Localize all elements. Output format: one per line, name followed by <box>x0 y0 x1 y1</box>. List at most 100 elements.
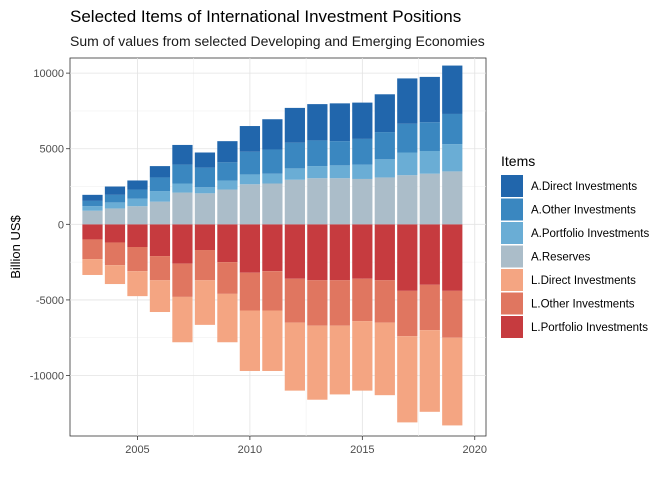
bar-l-other-investments-2016 <box>374 280 395 323</box>
bar-l-direct-investments-2016 <box>374 322 395 396</box>
bar-a-other-investments-2011 <box>262 149 283 174</box>
bar-l-direct-investments-2006 <box>149 280 171 313</box>
bar-a-direct-investments-2004 <box>104 186 126 195</box>
bar-a-portfolio-investments-2007 <box>172 183 193 193</box>
bar-l-portfolio-investments-2007 <box>172 224 193 264</box>
bar-l-direct-investments-2012 <box>284 322 305 391</box>
y-axis-title: Billion US$ <box>8 214 23 278</box>
bar-l-direct-investments-2015 <box>352 321 373 391</box>
bar-l-direct-investments-2018 <box>419 330 440 412</box>
plot-panel <box>69 57 487 437</box>
bar-l-other-investments-2007 <box>172 263 193 297</box>
bar-a-other-investments-2019 <box>442 113 463 145</box>
bar-a-portfolio-investments-2014 <box>329 165 350 179</box>
legend-swatch <box>501 198 523 221</box>
bar-a-portfolio-investments-2019 <box>442 144 463 172</box>
bar-a-portfolio-investments-2011 <box>262 173 283 184</box>
y-tick-label: -5000 <box>36 295 64 307</box>
bar-l-other-investments-2005 <box>127 247 148 272</box>
bar-a-portfolio-investments-2009 <box>217 180 238 190</box>
bar-l-other-investments-2012 <box>284 278 305 323</box>
bar-a-reserves-2015 <box>352 178 373 225</box>
bar-a-other-investments-2008 <box>194 167 216 188</box>
bar-l-portfolio-investments-2003 <box>82 224 103 240</box>
bar-a-direct-investments-2012 <box>284 107 305 143</box>
bar-l-direct-investments-2003 <box>82 259 103 275</box>
bar-a-direct-investments-2003 <box>82 194 103 201</box>
legend-label: A.Portfolio Investments <box>531 228 649 240</box>
bar-l-portfolio-investments-2010 <box>239 224 261 273</box>
bar-a-reserves-2016 <box>374 177 395 225</box>
bar-l-portfolio-investments-2011 <box>262 224 283 272</box>
bar-a-other-investments-2003 <box>82 200 103 207</box>
bar-a-reserves-2012 <box>284 179 305 225</box>
bar-a-other-investments-2007 <box>172 164 193 184</box>
bar-l-portfolio-investments-2008 <box>194 224 216 251</box>
bar-l-direct-investments-2010 <box>239 310 261 371</box>
bar-a-reserves-2013 <box>307 178 328 225</box>
legend-label: L.Other Investments <box>531 299 635 311</box>
x-axis-ticks: 2005 2010 2015 2020 <box>125 436 487 456</box>
bar-l-direct-investments-2009 <box>217 293 238 343</box>
bar-a-other-investments-2010 <box>239 151 261 175</box>
bar-l-portfolio-investments-2012 <box>284 224 305 279</box>
bar-a-reserves-2008 <box>194 193 216 225</box>
bar-l-other-investments-2010 <box>239 272 261 311</box>
bar-l-direct-investments-2007 <box>172 296 193 343</box>
bar-a-direct-investments-2008 <box>194 152 216 168</box>
x-tick-label: 2005 <box>125 444 149 456</box>
bar-l-direct-investments-2008 <box>194 280 216 325</box>
bar-l-portfolio-investments-2005 <box>127 224 148 247</box>
bar-a-reserves-2014 <box>329 178 350 225</box>
bar-l-other-investments-2017 <box>397 290 418 337</box>
bar-l-portfolio-investments-2015 <box>352 224 373 279</box>
legend-swatch <box>501 292 523 315</box>
bar-l-portfolio-investments-2013 <box>307 224 328 281</box>
bar-a-other-investments-2012 <box>284 142 305 169</box>
bar-l-direct-investments-2017 <box>397 336 418 423</box>
bar-a-portfolio-investments-2003 <box>82 206 103 211</box>
y-axis-ticks: -10000 -5000 0 5000 10000 <box>30 68 70 383</box>
bar-a-reserves-2019 <box>442 171 463 225</box>
bar-a-portfolio-investments-2004 <box>104 202 126 209</box>
bar-l-other-investments-2018 <box>419 284 440 331</box>
bar-a-other-investments-2004 <box>104 194 126 203</box>
bar-a-direct-investments-2016 <box>374 94 395 133</box>
bar-l-direct-investments-2011 <box>262 310 283 371</box>
legend-swatch <box>501 222 523 244</box>
bar-a-reserves-2005 <box>127 206 148 225</box>
bar-a-direct-investments-2015 <box>352 102 373 139</box>
bar-a-other-investments-2015 <box>352 138 373 165</box>
x-tick-label: 2020 <box>463 444 487 456</box>
bars <box>82 65 463 426</box>
chart-subtitle: Sum of values from selected Developing a… <box>70 33 485 49</box>
legend-swatch <box>501 269 523 291</box>
bar-l-portfolio-investments-2018 <box>419 224 440 285</box>
bar-a-direct-investments-2013 <box>307 104 328 141</box>
legend: A.Direct Investments A.Other Investments A… <box>501 175 649 338</box>
bar-l-portfolio-investments-2009 <box>217 224 238 263</box>
bar-a-portfolio-investments-2008 <box>194 187 216 194</box>
legend-label: L.Portfolio Investments <box>531 322 648 334</box>
bar-a-other-investments-2013 <box>307 140 328 167</box>
bar-a-portfolio-investments-2012 <box>284 168 305 180</box>
bar-a-direct-investments-2010 <box>239 126 261 152</box>
bar-l-other-investments-2013 <box>307 280 328 326</box>
bar-l-direct-investments-2014 <box>329 325 350 395</box>
bar-a-direct-investments-2014 <box>329 103 350 142</box>
bar-a-direct-investments-2005 <box>127 180 148 190</box>
bar-l-other-investments-2015 <box>352 278 373 322</box>
bar-a-portfolio-investments-2006 <box>149 191 171 202</box>
bar-a-reserves-2018 <box>419 173 440 225</box>
x-tick-label: 2010 <box>238 444 262 456</box>
legend-swatch <box>501 316 523 338</box>
bar-l-other-investments-2003 <box>82 239 103 260</box>
bar-a-other-investments-2016 <box>374 132 395 160</box>
bar-l-portfolio-investments-2004 <box>104 224 126 243</box>
bar-a-reserves-2004 <box>104 208 126 225</box>
bar-a-reserves-2011 <box>262 183 283 225</box>
bar-a-other-investments-2009 <box>217 162 238 181</box>
y-tick-label: -10000 <box>30 371 64 383</box>
bar-a-reserves-2007 <box>172 192 193 225</box>
